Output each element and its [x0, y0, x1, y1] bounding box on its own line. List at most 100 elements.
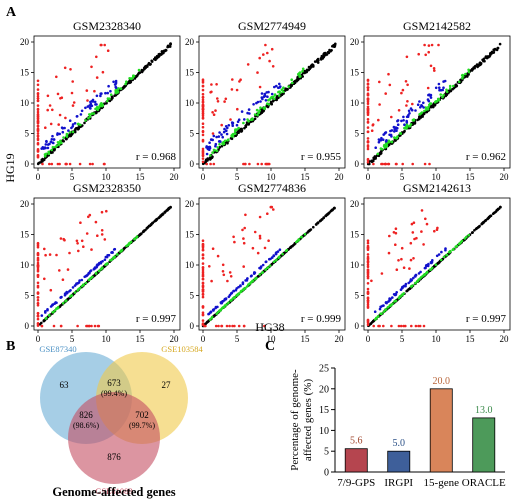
- scatter-point: [322, 55, 326, 59]
- scatter-point: [400, 119, 403, 123]
- x-tick-label: 15: [136, 172, 146, 182]
- scatter-point: [59, 324, 63, 328]
- scatter-point: [366, 97, 370, 100]
- scatter-point: [442, 255, 446, 259]
- scatter-point: [380, 272, 384, 275]
- scatter-point: [149, 62, 152, 66]
- scatter-point: [51, 145, 55, 149]
- scatter-point: [384, 308, 387, 312]
- scatter-point: [448, 87, 452, 90]
- scatter-point: [236, 120, 240, 123]
- scatter-point: [68, 119, 72, 122]
- scatter-point: [482, 59, 485, 63]
- scatter-point: [258, 273, 262, 276]
- scatter-point: [372, 159, 375, 163]
- scatter-point: [114, 79, 118, 83]
- scatter-subplot: GSM2142582 0 5 10 15 20 0 5 10 15 20 r = 0.962: [350, 19, 511, 182]
- scatter-point: [388, 297, 391, 300]
- scatter-point: [491, 51, 495, 54]
- scatter-point: [430, 43, 434, 47]
- y-tick-label: 15: [185, 230, 195, 240]
- scatter-point: [402, 266, 406, 270]
- scatter-point: [235, 88, 239, 92]
- scatter-point: [412, 221, 416, 224]
- scatter-point: [50, 304, 54, 307]
- scatter-point: [110, 251, 113, 254]
- scatter-point: [433, 69, 436, 72]
- scatter-point: [425, 271, 428, 275]
- scatter-point: [40, 314, 44, 317]
- scatter-point: [416, 280, 419, 283]
- scatter-point: [210, 316, 214, 320]
- scatter-point: [36, 132, 40, 135]
- scatter-point: [366, 253, 370, 256]
- scatter-point: [372, 156, 376, 160]
- scatter-point: [394, 243, 397, 246]
- scatter-point: [229, 292, 233, 295]
- scatter-point: [375, 316, 378, 320]
- scatter-point: [81, 283, 85, 287]
- scatter-point: [386, 162, 390, 166]
- scatter-point: [422, 106, 425, 109]
- scatter-point: [394, 139, 397, 142]
- scatter-point: [437, 82, 441, 86]
- y-tick-label: 15: [185, 68, 195, 78]
- scatter-point: [388, 234, 391, 238]
- scatter-point: [242, 265, 245, 268]
- panel-label-a: A: [6, 5, 17, 20]
- scatter-point: [210, 138, 214, 141]
- scatter-point: [253, 277, 257, 281]
- x-tick-label: 5: [400, 334, 405, 344]
- scatter-point: [159, 53, 163, 56]
- scatter-point: [94, 271, 98, 275]
- bar-value-label: 5.0: [393, 438, 406, 449]
- x-tick-label: 0: [201, 172, 206, 182]
- scatter-point: [48, 104, 52, 107]
- scatter-point: [95, 94, 99, 98]
- scatter-point: [394, 162, 398, 166]
- x-tick-label: 20: [170, 172, 180, 182]
- scatter-point: [366, 108, 370, 111]
- scatter-point: [160, 50, 164, 53]
- scatter-point: [467, 233, 471, 237]
- x-tick-label: 20: [170, 334, 180, 344]
- scatter-point: [69, 294, 73, 298]
- scatter-point: [383, 131, 387, 135]
- scatter-point: [218, 146, 222, 149]
- scatter-point: [231, 124, 234, 127]
- scatter-point: [238, 80, 241, 83]
- scatter-point: [222, 273, 226, 277]
- scatter-point: [248, 282, 252, 285]
- scatter-point: [237, 118, 241, 121]
- scatter-point: [413, 281, 417, 285]
- scatter-point: [409, 285, 413, 288]
- scatter-point: [40, 324, 44, 328]
- scatter-point: [402, 119, 405, 122]
- scatter-point: [235, 123, 239, 127]
- x-tick-label: 5: [70, 334, 75, 344]
- scatter-point: [430, 104, 433, 108]
- scatter-point: [231, 324, 234, 328]
- subplot-frame: [33, 35, 181, 169]
- scatter-point: [83, 275, 86, 279]
- scatter-point: [233, 324, 236, 328]
- scatter-point: [380, 147, 384, 151]
- scatter-point: [209, 162, 212, 166]
- scatter-point: [322, 216, 326, 219]
- y-tick-label: 20: [185, 37, 195, 47]
- scatter-point: [210, 83, 213, 86]
- scatter-point: [86, 273, 90, 276]
- scatter-point: [461, 73, 465, 77]
- scatter-point: [366, 137, 370, 140]
- scatter-point: [474, 64, 477, 68]
- scatter-point: [251, 246, 255, 250]
- scatter-point: [422, 243, 425, 246]
- scatter-point: [216, 146, 220, 149]
- scatter-point: [366, 82, 370, 85]
- scatter-point: [230, 121, 234, 124]
- scatter-point: [36, 259, 40, 262]
- bar-category-label: 7/9-GPS: [337, 477, 375, 489]
- scatter-point: [418, 324, 422, 328]
- scatter-point: [439, 258, 443, 262]
- scatter-point: [84, 281, 88, 285]
